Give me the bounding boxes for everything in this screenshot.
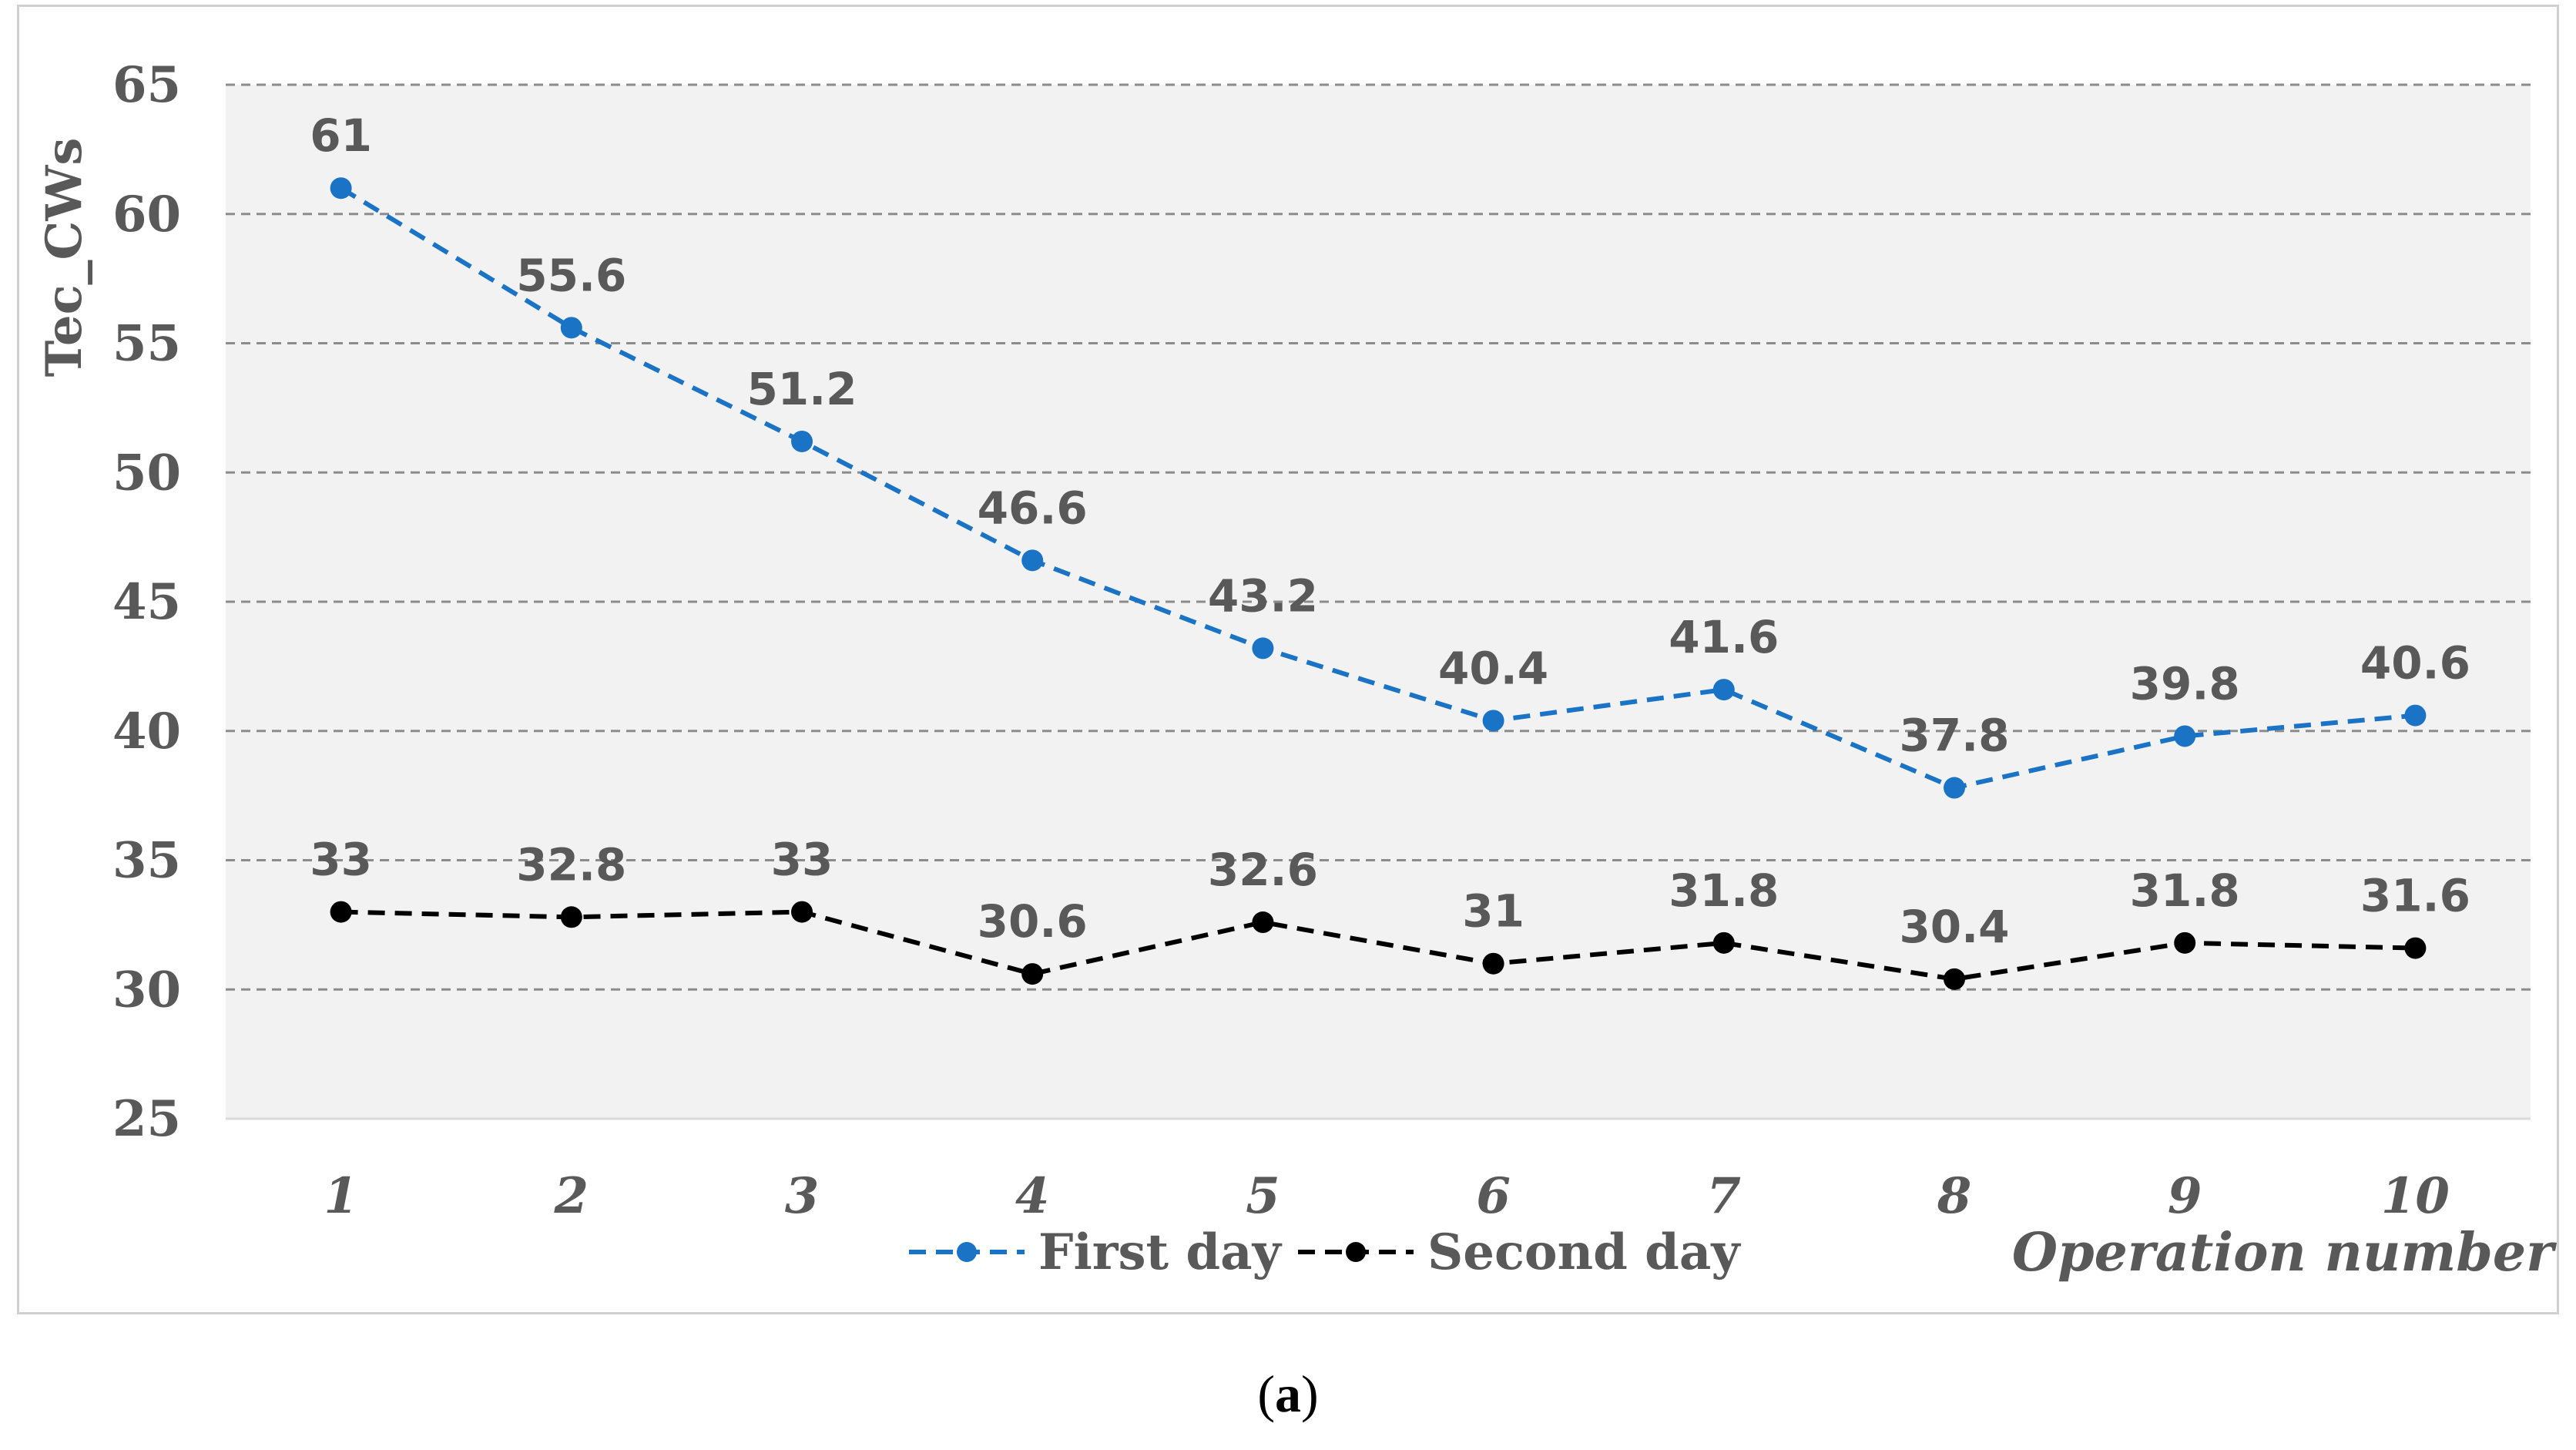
data-point bbox=[560, 906, 582, 928]
data-label: 31 bbox=[1462, 885, 1524, 938]
data-point bbox=[330, 901, 352, 923]
data-point bbox=[791, 901, 813, 923]
data-label: 37.8 bbox=[1899, 710, 2009, 762]
data-label: 30.6 bbox=[978, 895, 1088, 948]
data-label: 31.6 bbox=[2360, 870, 2470, 922]
data-point bbox=[1252, 637, 1274, 660]
data-label: 40.4 bbox=[1438, 642, 1548, 694]
y-tick-label: 50 bbox=[112, 444, 181, 502]
chart-frame: 25 30 35 40 45 50 55 60 65 1 2 3 4 5 6 7 8 9 10 Tec_CWs O… bbox=[17, 5, 2559, 1314]
data-label: 40.6 bbox=[2360, 637, 2470, 690]
data-point bbox=[1712, 679, 1735, 701]
data-label: 55.6 bbox=[516, 249, 626, 301]
x-tick-label: 8 bbox=[1937, 1167, 1972, 1225]
data-point bbox=[2404, 937, 2427, 959]
y-tick-label: 35 bbox=[112, 832, 181, 890]
data-point bbox=[1712, 931, 1735, 954]
x-tick-label: 5 bbox=[1246, 1167, 1280, 1225]
data-label: 33 bbox=[771, 834, 834, 886]
y-tick-label: 30 bbox=[112, 961, 181, 1019]
series-line bbox=[340, 909, 2416, 982]
y-tick-label: 60 bbox=[112, 186, 181, 243]
data-label: 43.2 bbox=[1208, 569, 1318, 622]
x-tick-label: 10 bbox=[2381, 1167, 2450, 1225]
data-label: 41.6 bbox=[1669, 611, 1779, 663]
series-first-day: 61 55.6 51.2 46.6 43.2 40.4 41.6 37.8 39.8 40.6 bbox=[310, 109, 2470, 799]
data-point bbox=[1944, 968, 1965, 990]
data-point bbox=[2404, 704, 2427, 727]
data-label: 31.8 bbox=[1669, 864, 1779, 917]
data-point bbox=[560, 317, 582, 339]
x-tick-labels: 1 2 3 4 5 6 7 8 9 10 bbox=[324, 1167, 2450, 1225]
x-tick-label: 3 bbox=[785, 1167, 820, 1225]
x-tick-label: 6 bbox=[1476, 1167, 1511, 1225]
data-label: 46.6 bbox=[978, 482, 1088, 534]
x-tick-label: 4 bbox=[1015, 1167, 1050, 1225]
data-point bbox=[1944, 777, 1965, 799]
legend-swatch-marker bbox=[957, 1242, 977, 1262]
series-line bbox=[340, 186, 2416, 790]
data-point bbox=[330, 177, 352, 200]
plot-area bbox=[226, 85, 2531, 1119]
x-axis-label: Operation number bbox=[2012, 1222, 2557, 1284]
data-point bbox=[1482, 710, 1504, 732]
data-point bbox=[1021, 963, 1044, 985]
legend: First day Second day bbox=[909, 1223, 1741, 1281]
caption-open: ( bbox=[1257, 1364, 1275, 1423]
data-label: 30.4 bbox=[1899, 901, 2009, 953]
data-point bbox=[1021, 549, 1044, 572]
legend-swatch-marker bbox=[1346, 1242, 1366, 1262]
y-tick-label: 65 bbox=[112, 56, 181, 114]
y-tick-label: 40 bbox=[112, 703, 181, 760]
gridlines bbox=[226, 83, 2531, 1120]
y-tick-label: 45 bbox=[112, 573, 181, 631]
data-label: 61 bbox=[310, 109, 372, 162]
data-label: 32.8 bbox=[516, 838, 626, 891]
figure-caption: (a) bbox=[0, 1364, 2576, 1425]
legend-item: Second day bbox=[1298, 1223, 1741, 1281]
caption-letter: a bbox=[1275, 1364, 1301, 1423]
y-axis-label: Tec_CWs bbox=[35, 138, 93, 378]
data-label: 33 bbox=[310, 834, 372, 886]
x-tick-label: 7 bbox=[1707, 1167, 1742, 1225]
data-point bbox=[1252, 911, 1274, 934]
legend-item: First day bbox=[909, 1223, 1283, 1281]
data-label: 32.6 bbox=[1208, 844, 1318, 896]
data-point bbox=[2174, 931, 2196, 954]
series-second-day: 33 32.8 33 30.6 32.6 31 31.8 30.4 31.8 31.6 bbox=[310, 834, 2470, 990]
data-label: 51.2 bbox=[746, 363, 857, 415]
legend-label: Second day bbox=[1427, 1223, 1741, 1281]
x-tick-label: 9 bbox=[2168, 1167, 2202, 1225]
y-tick-label: 55 bbox=[112, 315, 181, 373]
x-tick-label: 1 bbox=[324, 1167, 358, 1225]
caption-close: ) bbox=[1301, 1364, 1319, 1423]
legend-label: First day bbox=[1038, 1223, 1283, 1281]
data-label: 39.8 bbox=[2130, 657, 2240, 710]
x-tick-label: 2 bbox=[554, 1167, 589, 1225]
data-label: 31.8 bbox=[2130, 864, 2240, 917]
y-tick-label: 25 bbox=[112, 1090, 181, 1148]
y-tick-labels: 25 30 35 40 45 50 55 60 65 bbox=[112, 56, 181, 1148]
series: 61 55.6 51.2 46.6 43.2 40.4 41.6 37.8 39.8 40.6 33… bbox=[310, 109, 2470, 990]
data-point bbox=[2174, 725, 2196, 747]
data-point bbox=[791, 430, 813, 452]
data-point bbox=[1482, 952, 1504, 975]
